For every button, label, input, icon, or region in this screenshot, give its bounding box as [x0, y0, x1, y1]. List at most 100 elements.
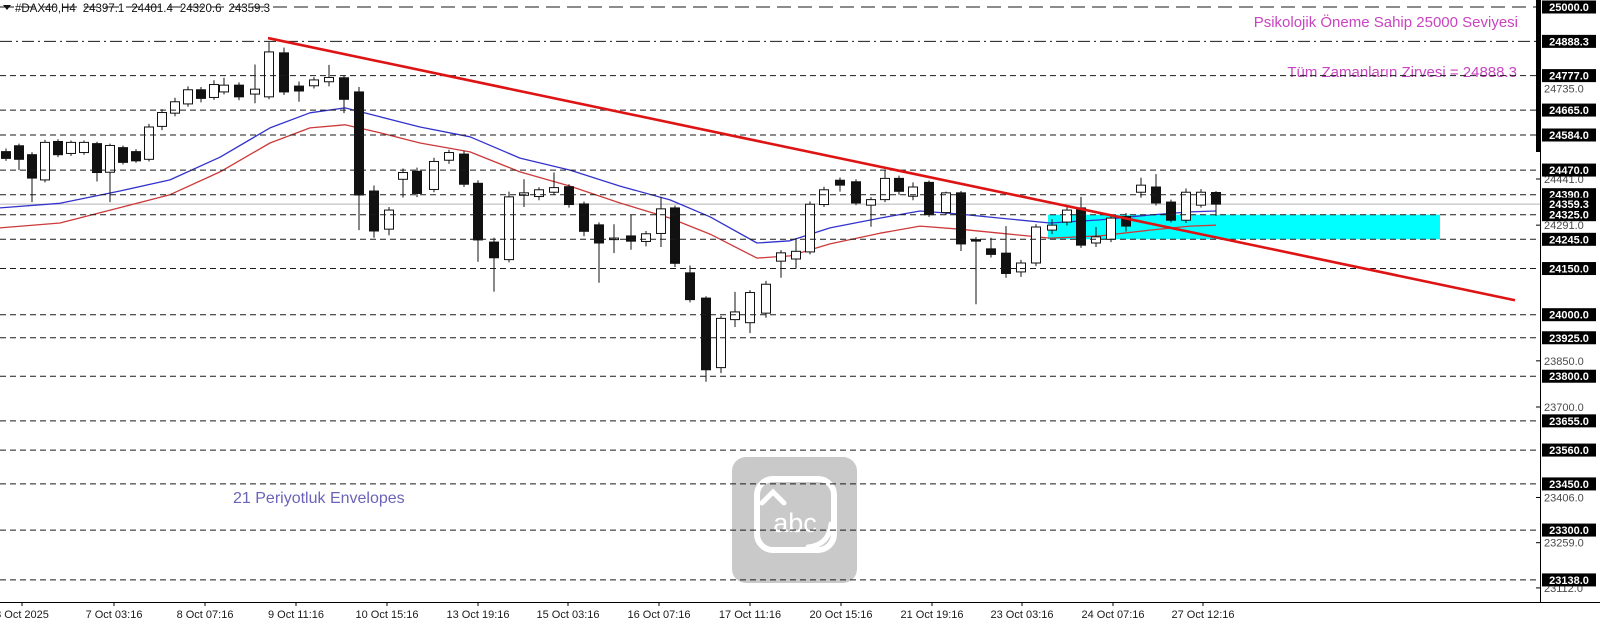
candle-body — [956, 192, 966, 245]
candle-body — [835, 179, 845, 186]
candle-body — [118, 147, 128, 163]
time-label: 27 Oct 12:16 — [1172, 609, 1235, 621]
candle-body — [880, 177, 890, 201]
candle-body — [626, 235, 636, 242]
candle-body — [1211, 192, 1221, 205]
candle-body — [1136, 184, 1146, 193]
candle-body — [309, 79, 319, 87]
close-value: 24359.3 — [228, 3, 270, 15]
price-level-tag — [1542, 308, 1596, 322]
low-value: 24320.6 — [180, 3, 222, 15]
time-label: 15 Oct 03:16 — [537, 609, 600, 621]
envelopes-indicator — [0, 107, 1217, 259]
candle-body — [459, 153, 469, 185]
time-label: 17 Oct 11:16 — [719, 609, 781, 621]
time-label: 8 Oct 07:16 — [177, 609, 234, 621]
keyboard-watermark: abc — [732, 457, 857, 583]
candle-body — [656, 208, 666, 234]
candle-body — [819, 189, 829, 206]
candle-body — [209, 84, 219, 98]
trendline[interactable] — [267, 36, 1516, 302]
candle-body — [1196, 191, 1206, 206]
price-level-tag — [1542, 443, 1596, 457]
candle-body — [776, 252, 786, 262]
time-label: 16 Oct 07:16 — [628, 609, 691, 621]
candle-body — [1166, 201, 1176, 221]
candle-body — [1031, 226, 1041, 264]
price-level-tag — [1542, 103, 1596, 117]
time-label: 21 Oct 19:16 — [901, 609, 964, 621]
price-axis[interactable]: 24735.0 24441.0 24291.0 23850.0 23700.0 23406… — [1536, 0, 1596, 602]
annotation-psych-level: Psikolojik Öneme Sahip 25000 Seviyesi — [1254, 13, 1518, 31]
candle-body — [730, 311, 740, 321]
price-level-label: 23138.0 — [1549, 575, 1589, 587]
candle-body — [264, 51, 274, 98]
price-scale-label: 24441.0 — [1544, 174, 1584, 186]
candle-body — [196, 89, 206, 99]
time-axis[interactable]: 3 Oct 2025 7 Oct 03:16 8 Oct 07:16 9 Oct 11… — [0, 602, 1600, 621]
candle-body — [473, 182, 483, 241]
candle-body — [519, 192, 529, 196]
price-scale-label: 23700.0 — [1544, 402, 1584, 414]
candle-body — [534, 189, 544, 198]
candle-body — [1, 151, 11, 159]
horizontal-levels[interactable] — [0, 6, 1540, 581]
watermark-background — [732, 457, 857, 583]
candle-body — [594, 224, 604, 244]
candle-body — [444, 152, 454, 161]
candle-body — [549, 187, 559, 193]
candle-body — [908, 186, 918, 197]
price-level-tag — [1542, 208, 1596, 222]
candle-body — [1091, 236, 1101, 244]
time-label: 9 Oct 11:16 — [268, 609, 324, 621]
candle-body — [66, 141, 76, 154]
price-level-label: 23800.0 — [1549, 371, 1589, 383]
price-level-tag — [1542, 163, 1596, 177]
price-level-tag — [1542, 262, 1596, 276]
high-value: 24401.4 — [131, 3, 173, 15]
candle-body — [924, 181, 934, 216]
candle-body — [791, 250, 801, 260]
time-label: 13 Oct 19:16 — [447, 609, 510, 621]
axis-marker — [1536, 0, 1540, 152]
time-label: 23 Oct 03:16 — [991, 609, 1054, 621]
price-scale-label: 24735.0 — [1544, 84, 1584, 96]
price-level-label: 24325.0 — [1549, 210, 1589, 222]
price-level-tag — [1542, 414, 1596, 428]
candle-body — [369, 190, 379, 232]
price-level-label: 23560.0 — [1549, 445, 1589, 457]
candle-body — [92, 143, 102, 174]
price-level-label: 23655.0 — [1549, 416, 1589, 428]
watermark-label: abc — [773, 508, 817, 538]
price-level-label: 24245.0 — [1549, 234, 1589, 246]
candles — [1, 42, 1221, 382]
price-level-tag — [1542, 197, 1596, 211]
trendline-segment[interactable] — [267, 36, 1516, 302]
price-level-label: 24150.0 — [1549, 264, 1589, 276]
ohlc-info: #DAX40,H4 24397.1 24401.4 24320.6 24359.3 — [15, 3, 270, 15]
candle-body — [1121, 216, 1131, 227]
price-level-tag — [1542, 0, 1596, 14]
candle-body — [894, 177, 904, 192]
candle-body — [1016, 262, 1026, 273]
candle-body — [579, 203, 589, 232]
price-level-tag — [1542, 232, 1596, 246]
candle-body — [157, 112, 167, 127]
candle-body — [971, 239, 981, 242]
candle-body — [170, 101, 180, 114]
open-value: 24397.1 — [83, 3, 125, 15]
candle-body — [339, 77, 349, 100]
time-label: 7 Oct 03:16 — [86, 609, 143, 621]
time-label: 3 Oct 2025 — [0, 609, 49, 621]
price-level-tag — [1542, 573, 1596, 587]
candle-body — [504, 196, 514, 261]
candle-body — [941, 192, 951, 214]
candle-body — [279, 52, 289, 93]
candle-body — [354, 91, 364, 196]
candle-body — [564, 186, 574, 206]
keyboard-key-outline — [754, 476, 837, 553]
price-level-label: 23925.0 — [1549, 333, 1589, 345]
candle-body — [986, 248, 996, 255]
candle-body — [53, 140, 63, 156]
